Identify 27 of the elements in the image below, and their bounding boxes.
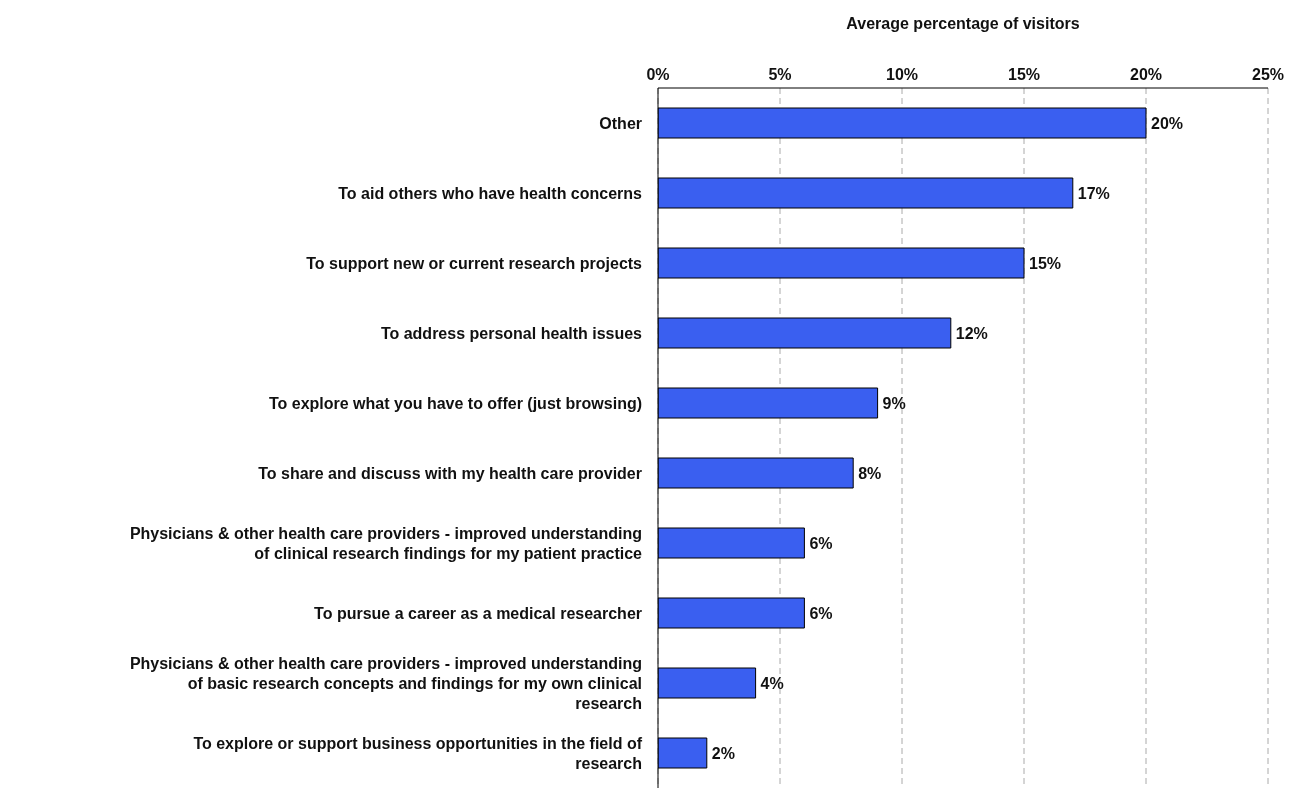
x-tick-label: 5% xyxy=(768,66,792,83)
y-tick-label: To explore or support business opportunities in the field of research xyxy=(193,734,643,772)
y-tick-label: To aid others who have health concerns xyxy=(338,184,643,202)
data-label: 8% xyxy=(858,464,882,482)
data-label: 20% xyxy=(1151,114,1184,132)
y-tick-label: To pursue a career as a medical researcher xyxy=(314,604,642,622)
x-tick-label: 10% xyxy=(885,66,919,83)
x-axis-title: Average percentage of visitors xyxy=(846,15,1080,33)
x-tick-label: 15% xyxy=(1007,66,1041,83)
y-tick-label: To support new or current research projects xyxy=(306,254,643,272)
x-tick-label: 0% xyxy=(646,66,670,83)
data-label: 17% xyxy=(1077,184,1110,202)
y-tick-label: Other xyxy=(599,114,642,132)
y-tick-label: To explore what you have to offer (just browsing) xyxy=(268,394,642,412)
data-label: 12% xyxy=(955,324,988,342)
x-tick-label: 25% xyxy=(1251,66,1285,83)
y-tick-label: To address personal health issues xyxy=(380,324,643,342)
y-tick-label: Physicians & other health care providers - improved understanding of clinical research findings for my patient practice xyxy=(129,524,643,562)
y-tick-label: Physicians & other health care providers - improved understanding of basic research concepts and findings for my own clinical research xyxy=(129,654,642,712)
data-label: 4% xyxy=(760,674,784,692)
data-label: 6% xyxy=(809,604,833,622)
x-tick-label: 20% xyxy=(1129,66,1163,83)
data-label: 9% xyxy=(882,394,906,412)
data-label: 2% xyxy=(711,744,735,762)
data-label: 15% xyxy=(1029,254,1062,272)
data-label: 6% xyxy=(809,534,833,552)
y-tick-label: To share and discuss with my health care provider xyxy=(258,464,642,482)
